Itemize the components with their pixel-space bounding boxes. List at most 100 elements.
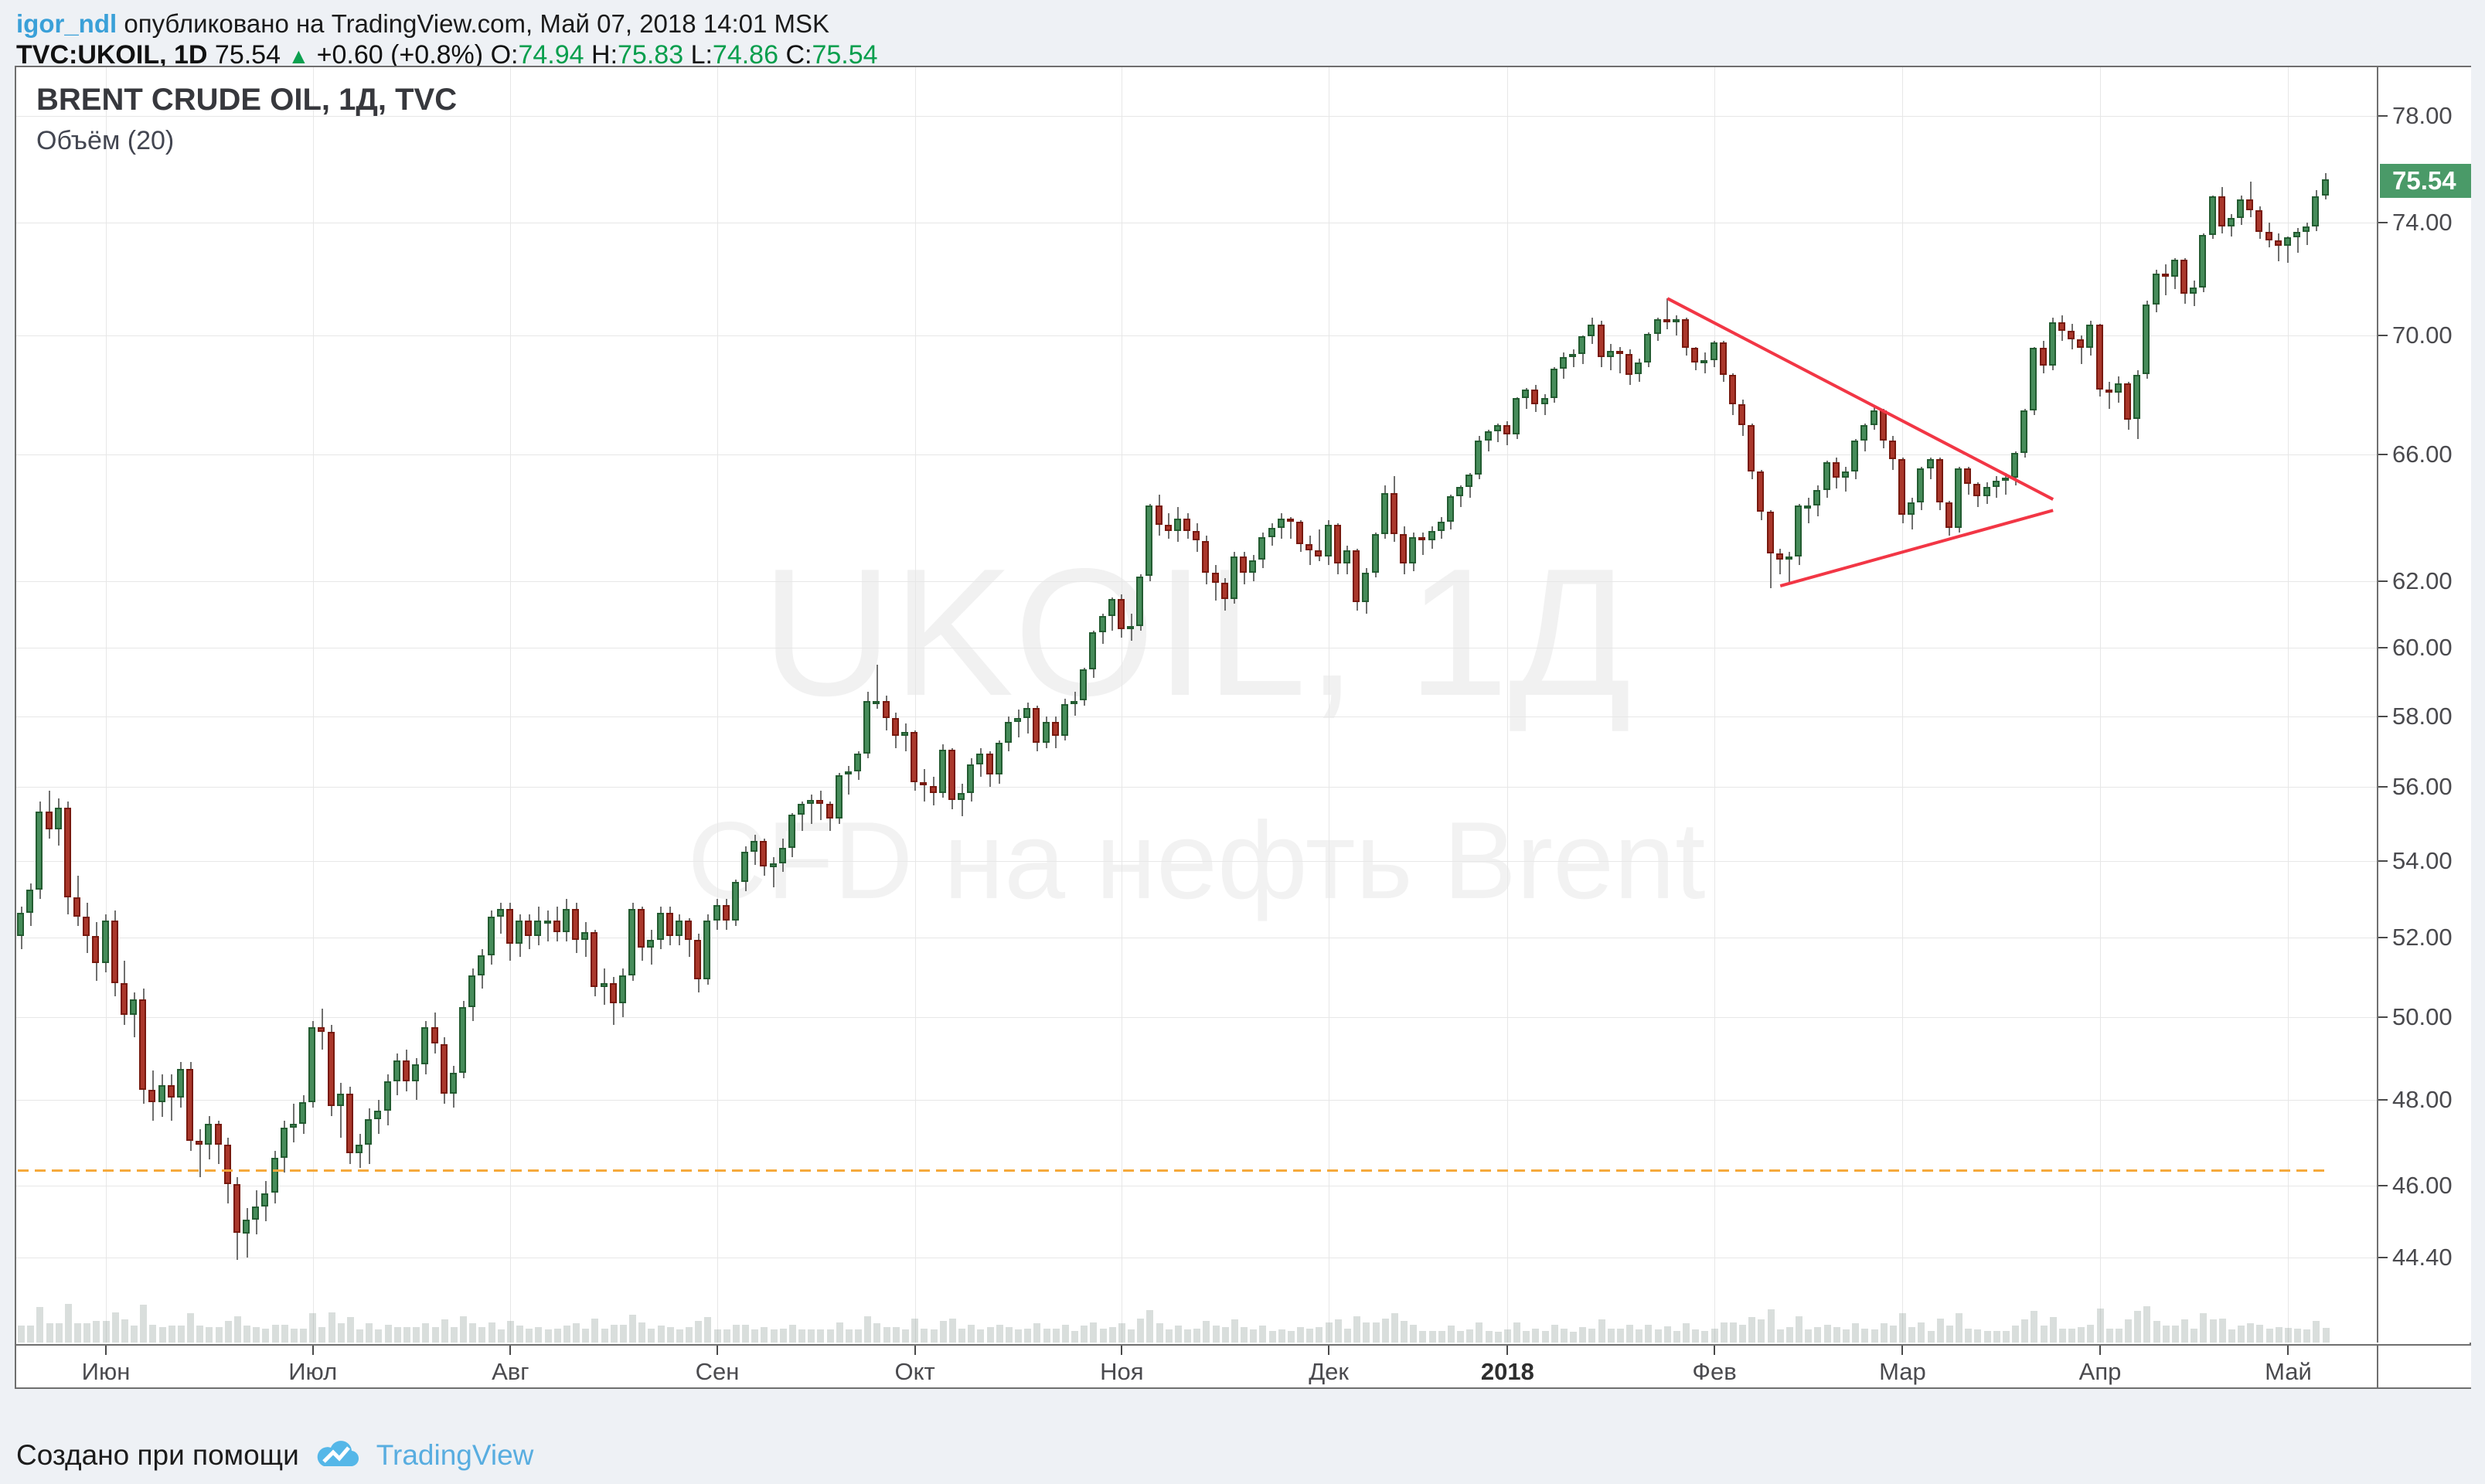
candle-body [1672,319,1680,322]
volume-bar [892,1327,900,1343]
price-label: 44.40 [2392,1243,2453,1271]
tradingview-logo-icon[interactable] [313,1437,363,1474]
volume-bar [168,1326,175,1343]
horizontal-alert-line[interactable] [18,1169,2327,1173]
candle-wick [904,723,907,752]
candle-body [130,999,137,1016]
watermark-description: CFD на нефть Brent [687,799,1706,922]
candle-body [2133,374,2141,420]
indicator-label[interactable]: Объём (20) [36,126,175,155]
price-label: 60.00 [2392,633,2453,661]
price-label: 48.00 [2392,1085,2453,1113]
volume-bar [1174,1326,1182,1343]
candle-wick [2287,236,2289,263]
candle-body [1973,483,1981,497]
candle-body [1625,354,1632,375]
volume-bar [977,1329,985,1343]
volume-bar [1814,1327,1822,1343]
volume-bar [770,1329,778,1343]
candle-body [2303,226,2310,233]
volume-bar [318,1327,326,1343]
volume-bar [121,1319,128,1343]
volume-bar [686,1327,693,1343]
volume-bar [610,1324,618,1343]
candle-wick [199,1129,201,1177]
candle-body [985,753,993,775]
volume-bar [1447,1326,1455,1343]
candle-body [938,750,946,793]
candle-body [1540,398,1548,404]
price-plot-area[interactable]: UKOIL, 1Д CFD на нефть Brent BRENT CRUDE… [16,67,2377,1343]
price-tick [2378,221,2388,223]
time-axis[interactable]: Июн Июл Авг Сен Окт Ноя Дек 2018 Фев Мар Апр Май [16,1344,2377,1387]
volume-bar [1513,1322,1520,1343]
price-gridline [16,454,2377,455]
volume-bar [855,1329,863,1343]
candle-body [1353,550,1360,603]
volume-bar [1391,1313,1398,1343]
high-value: 75.83 [618,40,684,70]
candle-body [1785,556,1792,560]
candle-body [2283,237,2291,246]
volume-bar [601,1328,608,1343]
volume-bar [1268,1330,1276,1343]
username-link[interactable]: igor_ndl [16,9,117,38]
volume-bar [243,1326,251,1343]
candle-body [1663,319,1670,322]
volume-bar [140,1305,148,1343]
volume-bar [582,1328,590,1343]
low-value: 74.86 [712,40,779,70]
candle-body [666,912,673,936]
candle-body [731,882,739,921]
volume-bar [1212,1326,1220,1343]
candle-body [2020,410,2028,453]
month-label: Июн [81,1358,131,1385]
candle-body [63,807,71,897]
volume-bar [1936,1318,1944,1343]
candle-body [54,807,62,830]
volume-bar [1842,1329,1850,1343]
volume-bar [224,1321,232,1343]
volume-bar [1993,1330,2000,1343]
candle-wick [1666,298,1669,330]
volume-bar [2134,1311,2142,1343]
price-axis[interactable]: 75.54 78.00 74.00 70.00 66.00 62.00 60.00 58.0… [2377,67,2471,1343]
candle-body [111,920,118,983]
month-label: Июл [288,1358,338,1385]
volume-bar [1701,1330,1709,1343]
volume-bar [1598,1319,1605,1343]
candle-body [1879,410,1887,441]
candle-body [2058,322,2065,331]
candle-body [196,1140,203,1145]
volume-bar [1231,1319,1238,1343]
candle-body [327,1031,335,1107]
volume-bar [1466,1329,1474,1343]
candle-body [1888,441,1896,459]
candle-body [2114,383,2122,393]
volume-bar [1767,1309,1775,1343]
candle-body [186,1068,193,1141]
candle-body [1465,474,1473,487]
volume-bar [74,1323,81,1343]
volume-bar [1683,1323,1690,1343]
candle-body [2218,196,2225,227]
candle-wick [773,857,775,887]
candle-body [1531,389,1539,405]
volume-bar [290,1328,298,1343]
volume-bar [2031,1311,2038,1343]
candle-body [581,931,589,940]
candle-body [685,920,692,940]
volume-bar [1325,1322,1333,1343]
candle-body [2048,322,2056,366]
candle-body [1588,325,1595,337]
candle-body [233,1184,240,1234]
upper-trendline[interactable] [1666,297,2054,501]
volume-bar [469,1323,477,1343]
month-gridline [510,67,512,1343]
volume-bar [488,1322,495,1343]
tradingview-link[interactable]: TradingView [376,1439,534,1471]
candle-body [976,753,984,764]
price-label: 62.00 [2392,567,2453,594]
candle-body [543,920,551,924]
candle-body [1653,319,1661,334]
